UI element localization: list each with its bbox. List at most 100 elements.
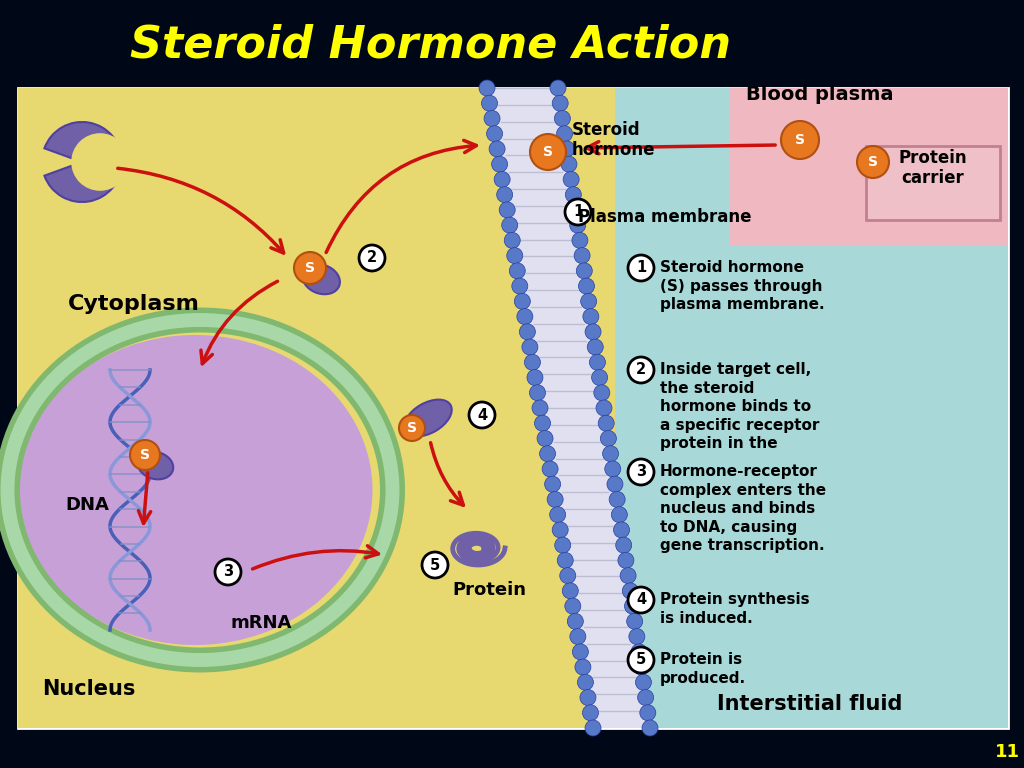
Circle shape <box>479 80 495 96</box>
Circle shape <box>399 415 425 441</box>
Circle shape <box>609 492 625 508</box>
Circle shape <box>572 233 588 248</box>
Text: 2: 2 <box>367 250 377 266</box>
Circle shape <box>585 324 601 339</box>
Text: 4: 4 <box>477 408 487 422</box>
Text: Steroid
hormone: Steroid hormone <box>572 121 655 160</box>
Circle shape <box>519 324 536 339</box>
Circle shape <box>629 628 645 644</box>
Circle shape <box>574 247 590 263</box>
Circle shape <box>613 522 630 538</box>
Circle shape <box>529 385 546 401</box>
Circle shape <box>547 492 563 508</box>
Circle shape <box>563 171 580 187</box>
Circle shape <box>596 400 612 416</box>
Text: 3: 3 <box>636 465 646 479</box>
Text: 11: 11 <box>994 743 1020 761</box>
Circle shape <box>565 598 581 614</box>
Circle shape <box>560 568 575 584</box>
Circle shape <box>359 245 385 271</box>
Circle shape <box>628 587 654 613</box>
Circle shape <box>625 598 640 614</box>
Ellipse shape <box>404 399 452 436</box>
Ellipse shape <box>17 335 373 645</box>
Text: S: S <box>407 421 417 435</box>
Circle shape <box>621 568 636 584</box>
Text: Steroid Hormone Action: Steroid Hormone Action <box>129 24 730 67</box>
Circle shape <box>509 263 525 279</box>
Text: 3: 3 <box>223 564 233 580</box>
Circle shape <box>857 146 889 178</box>
Circle shape <box>215 559 241 585</box>
Circle shape <box>580 690 596 706</box>
Circle shape <box>781 121 819 159</box>
Circle shape <box>592 369 607 386</box>
Circle shape <box>633 659 649 675</box>
Text: Inside target cell,
the steroid
hormone binds to
a specific receptor
protein in : Inside target cell, the steroid hormone … <box>660 362 819 452</box>
Circle shape <box>512 278 527 294</box>
Circle shape <box>481 95 498 111</box>
Text: Hormone-receptor
complex enters the
nucleus and binds
to DNA, causing
gene trans: Hormone-receptor complex enters the nucl… <box>660 464 826 554</box>
Circle shape <box>552 95 568 111</box>
Circle shape <box>600 431 616 446</box>
Text: Protein
carrier: Protein carrier <box>899 148 968 187</box>
Circle shape <box>628 255 654 281</box>
Circle shape <box>294 252 326 284</box>
Text: Cytoplasm: Cytoplasm <box>68 294 200 314</box>
Circle shape <box>540 445 556 462</box>
Circle shape <box>640 705 655 720</box>
Text: Protein: Protein <box>452 581 526 599</box>
Text: 2: 2 <box>636 362 646 378</box>
Circle shape <box>545 476 560 492</box>
Circle shape <box>524 354 541 370</box>
Circle shape <box>535 415 551 432</box>
Wedge shape <box>44 122 122 202</box>
Circle shape <box>504 233 520 248</box>
Circle shape <box>484 111 500 127</box>
Circle shape <box>517 309 532 325</box>
Circle shape <box>497 187 513 203</box>
Ellipse shape <box>302 264 340 294</box>
Circle shape <box>617 552 634 568</box>
Circle shape <box>507 247 523 263</box>
Bar <box>615 88 1008 728</box>
Circle shape <box>607 476 623 492</box>
Circle shape <box>514 293 530 310</box>
Circle shape <box>492 156 508 172</box>
Text: 5: 5 <box>636 653 646 667</box>
Text: S: S <box>305 261 315 275</box>
Circle shape <box>567 614 584 629</box>
Circle shape <box>502 217 518 233</box>
Circle shape <box>550 80 566 96</box>
Polygon shape <box>487 88 650 728</box>
Circle shape <box>572 644 589 660</box>
Circle shape <box>638 690 653 706</box>
Circle shape <box>542 461 558 477</box>
Circle shape <box>422 552 449 578</box>
Circle shape <box>642 720 658 736</box>
Text: S: S <box>140 448 150 462</box>
Text: Interstitial fluid: Interstitial fluid <box>718 694 903 714</box>
Circle shape <box>550 507 565 523</box>
Circle shape <box>615 537 632 553</box>
Circle shape <box>561 156 577 172</box>
Text: S: S <box>868 155 878 169</box>
Circle shape <box>585 720 601 736</box>
Circle shape <box>565 187 582 203</box>
Polygon shape <box>730 88 1008 245</box>
Circle shape <box>532 400 548 416</box>
Circle shape <box>499 202 515 218</box>
Text: Steroid hormone
(S) passes through
plasma membrane.: Steroid hormone (S) passes through plasm… <box>660 260 824 313</box>
FancyBboxPatch shape <box>866 146 1000 220</box>
Circle shape <box>570 628 586 644</box>
Circle shape <box>469 402 495 428</box>
Circle shape <box>583 309 599 325</box>
Bar <box>18 88 1008 728</box>
Circle shape <box>574 659 591 675</box>
Text: Blood plasma: Blood plasma <box>746 85 894 104</box>
Circle shape <box>623 583 638 599</box>
Circle shape <box>522 339 538 355</box>
Circle shape <box>552 522 568 538</box>
Circle shape <box>602 445 618 462</box>
Text: 5: 5 <box>430 558 440 572</box>
